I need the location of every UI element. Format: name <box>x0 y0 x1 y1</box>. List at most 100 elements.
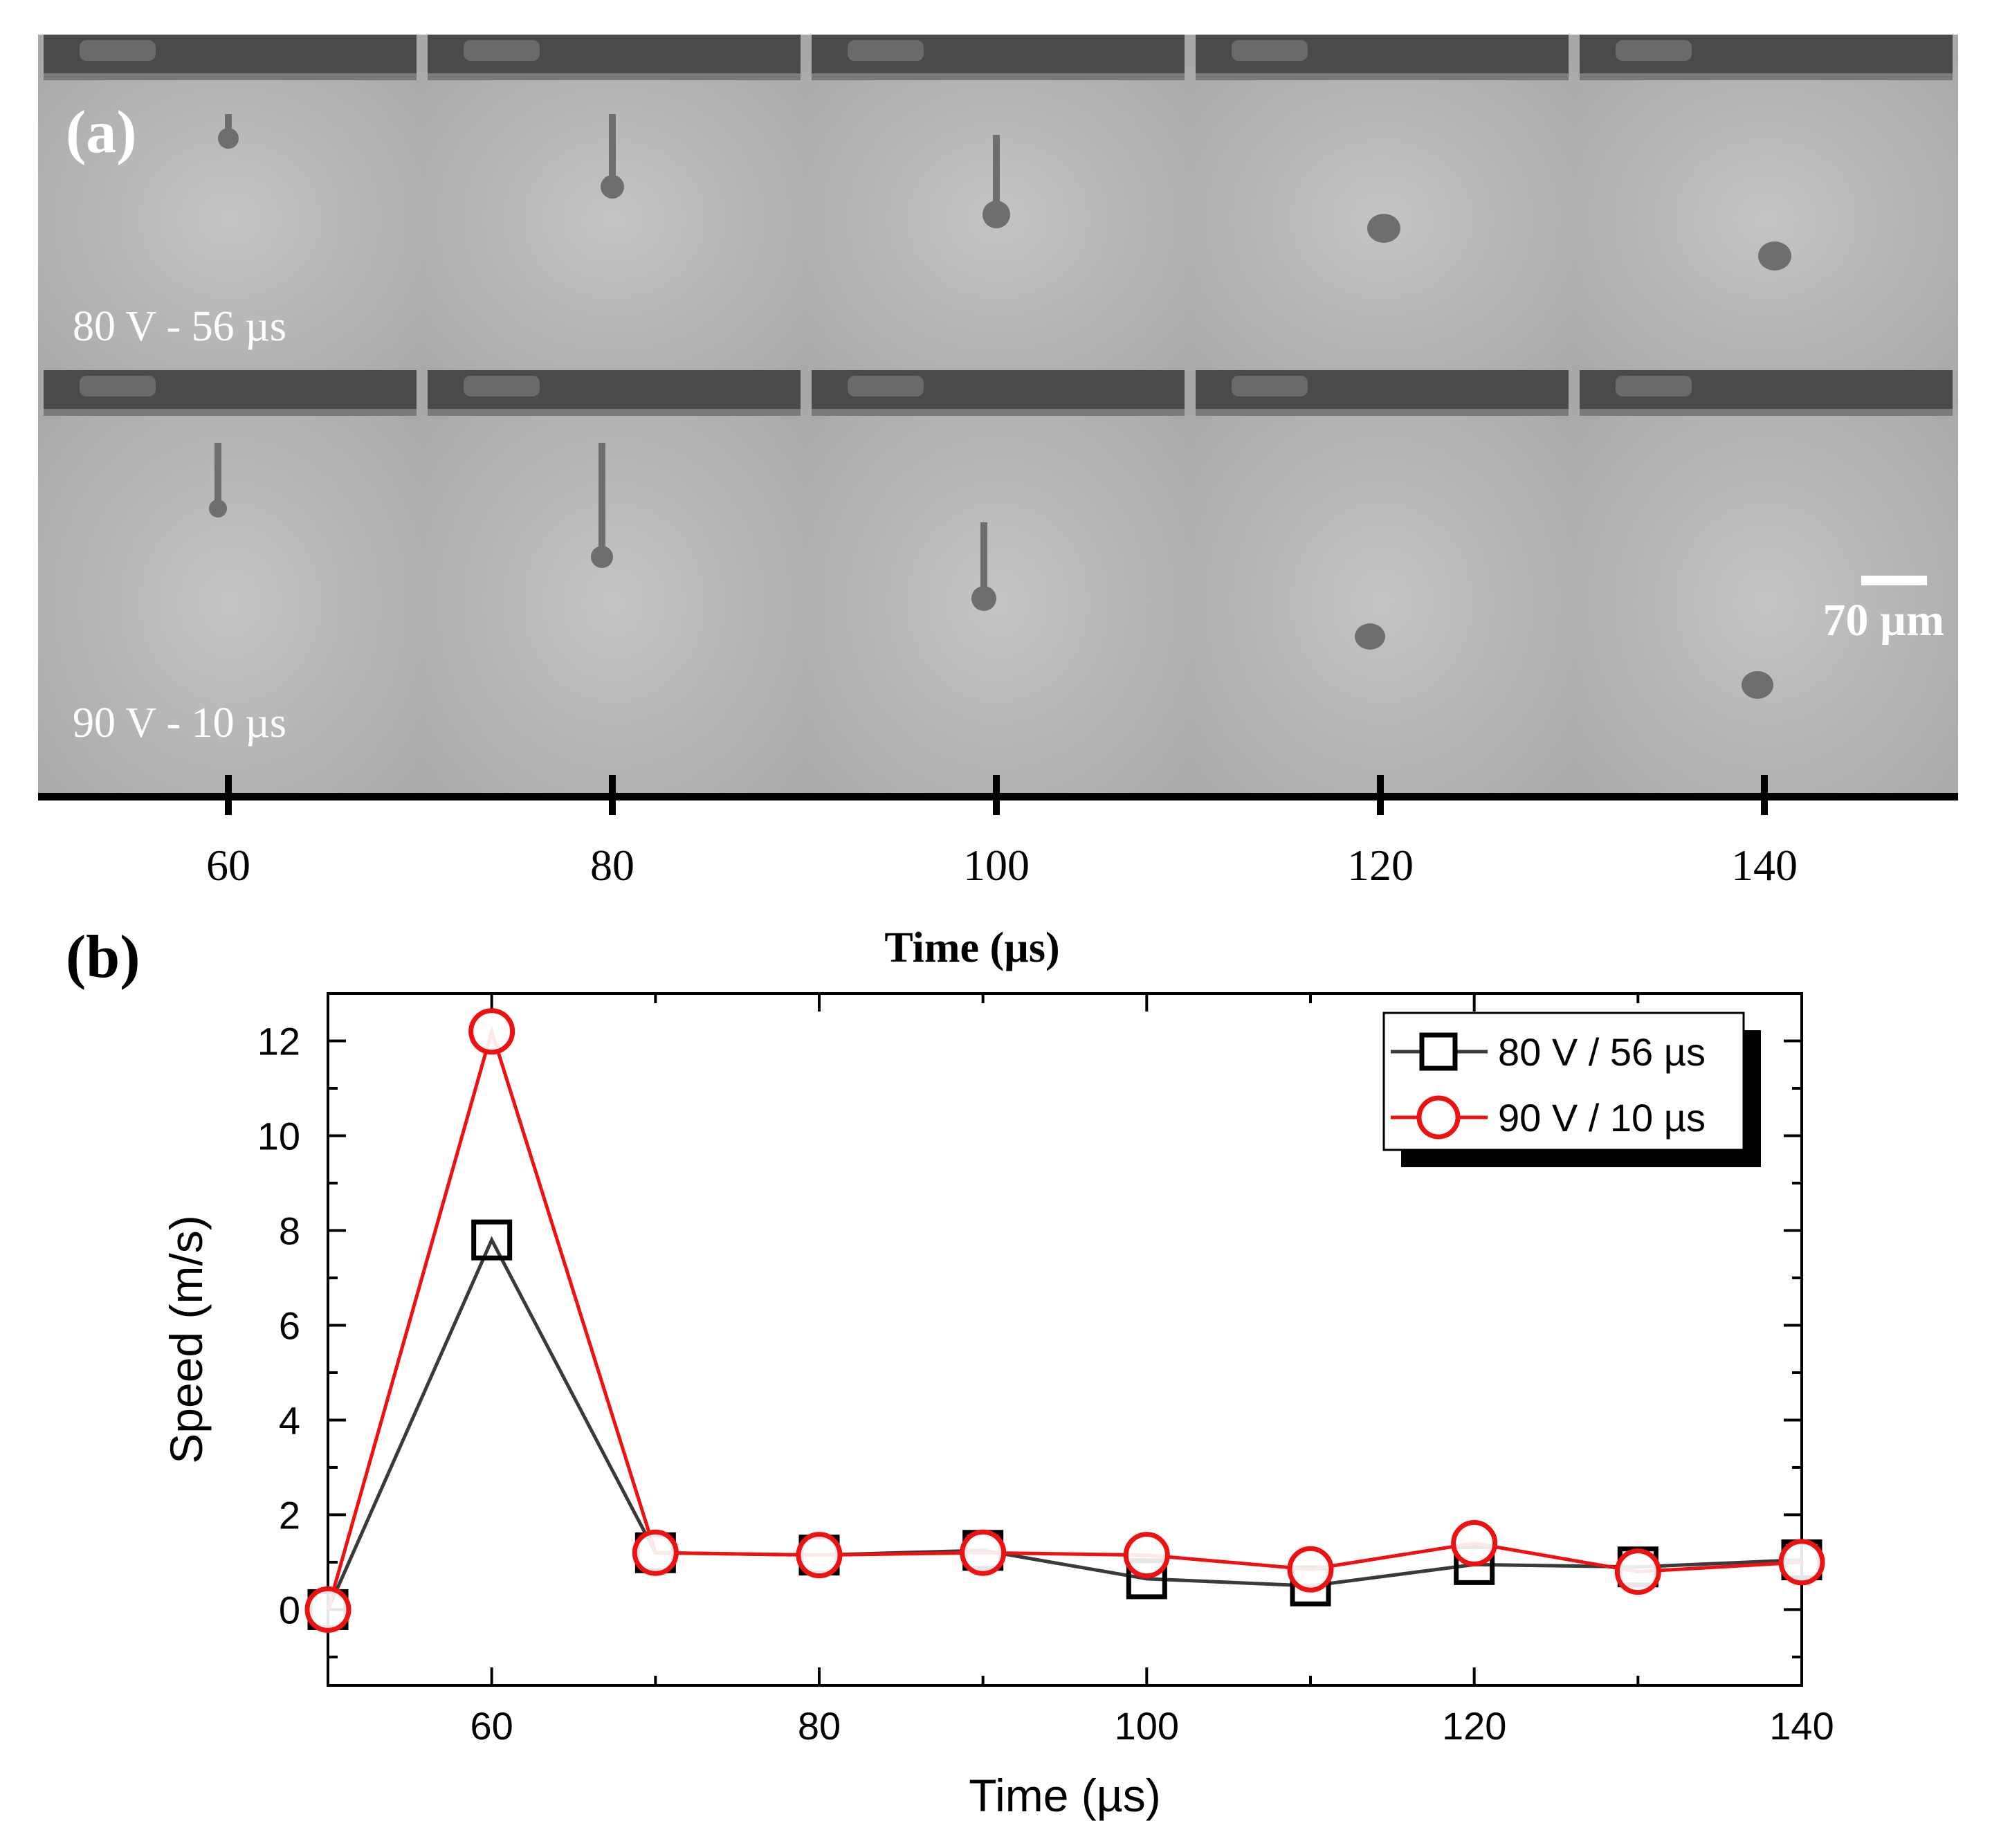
x-tick-label-60: 60 <box>470 1704 513 1748</box>
panel-a-label: (a) <box>66 99 137 166</box>
droplet <box>1367 214 1400 243</box>
row-label-90v: 90 V - 10 µs <box>73 699 286 747</box>
legend: 80 V / 56 µs 90 V / 10 µs <box>1382 1012 1761 1167</box>
droplet-ligament <box>225 114 232 138</box>
nozzle-edge <box>812 73 1185 80</box>
frame-background <box>1574 35 1958 370</box>
point-circle-120 <box>1451 1520 1498 1567</box>
nozzle-highlight <box>80 40 156 61</box>
point-circle-80 <box>796 1532 843 1579</box>
droplet <box>1742 671 1773 699</box>
frame-80-row-2 <box>422 370 806 793</box>
nozzle-highlight <box>1616 376 1692 396</box>
droplet <box>1355 623 1385 650</box>
nozzle-edge <box>44 409 417 416</box>
droplet-head <box>601 175 624 199</box>
row-label-80v: 80 V - 56 µs <box>73 303 286 350</box>
panel-a-tick-label-80: 80 <box>590 841 634 890</box>
droplet-ligament <box>598 443 605 557</box>
point-circle-110 <box>1287 1546 1334 1593</box>
frame-background <box>38 35 422 370</box>
droplet-head <box>218 128 239 149</box>
nozzle-highlight <box>1232 40 1308 61</box>
scale-bar-label: 70 µm <box>1822 595 1944 646</box>
nozzle-edge <box>1580 73 1953 80</box>
panel-a-image-strip: (a) 80 V - 56 µs 90 V - 10 µs 70 µm 60 80… <box>38 35 1958 971</box>
y-tick-label-6: 6 <box>279 1303 300 1347</box>
droplet-ligament <box>980 522 987 598</box>
frame-120-row-1 <box>1190 35 1574 370</box>
y-tick-label-8: 8 <box>279 1209 300 1252</box>
frame-120-row-2 <box>1190 370 1574 793</box>
panel-a-axis-title: Time (µs) <box>884 924 1059 971</box>
nozzle-highlight <box>1232 376 1308 396</box>
y-tick-label-4: 4 <box>279 1398 300 1442</box>
droplet-head <box>983 201 1010 228</box>
nozzle-highlight <box>464 376 540 396</box>
frame-background <box>1190 370 1574 793</box>
y-tick-label-10: 10 <box>257 1114 300 1158</box>
legend-square-marker <box>1419 1032 1458 1071</box>
frame-100-row-1 <box>806 35 1190 370</box>
nozzle-highlight <box>80 376 156 396</box>
series-2 <box>304 1008 1825 1633</box>
panel-a-tick-120 <box>1377 775 1384 815</box>
point-circle-60 <box>468 1008 515 1055</box>
legend-item-2: 90 V / 10 µs <box>1391 1095 1706 1140</box>
point-circle-100 <box>1123 1532 1170 1579</box>
point-circle-130 <box>1614 1548 1661 1595</box>
panel-a-tick-label-60: 60 <box>206 841 250 890</box>
nozzle-edge <box>428 73 801 80</box>
x-tick-label-120: 120 <box>1442 1704 1506 1748</box>
frame-60-row-2 <box>38 370 422 793</box>
frame-100-row-2 <box>806 370 1190 793</box>
frame-background <box>38 370 422 793</box>
panel-b-label: (b) <box>66 924 140 991</box>
point-circle-70 <box>632 1529 679 1576</box>
x-axis-title: Time (µs) <box>969 1770 1161 1821</box>
nozzle-highlight <box>848 376 924 396</box>
panel-a-tick-100 <box>993 775 1000 815</box>
point-circle-90 <box>960 1529 1007 1576</box>
panel-a-tick-80 <box>609 775 616 815</box>
x-tick-label-140: 140 <box>1769 1704 1834 1748</box>
series-line-1 <box>326 1236 1802 1611</box>
nozzle-edge <box>44 73 417 80</box>
droplet-ligament <box>609 114 616 187</box>
nozzle-edge <box>1196 409 1569 416</box>
frame-background <box>422 35 806 370</box>
droplet-head <box>591 546 613 568</box>
x-tick-label-100: 100 <box>1115 1704 1179 1748</box>
legend-label-2: 90 V / 10 µs <box>1498 1096 1706 1140</box>
frame-60-row-1 <box>38 35 422 370</box>
frame-background <box>1190 35 1574 370</box>
scale-bar <box>1861 576 1927 585</box>
speed-chart: 60 80 100 120 140 0 2 4 6 8 10 12 Time (µs) Speed (… <box>161 992 1834 1821</box>
panel-a-tick-60 <box>225 775 232 815</box>
series-line-2 <box>326 1025 1802 1611</box>
frame-background <box>806 370 1190 793</box>
nozzle-edge <box>1580 409 1953 416</box>
frame-140-row-1 <box>1574 35 1958 370</box>
y-axis-title: Speed (m/s) <box>161 1215 212 1463</box>
legend-item-1: 80 V / 56 µs <box>1391 1030 1706 1074</box>
droplet-ligament <box>993 135 1000 214</box>
y-tick-label-0: 0 <box>279 1588 300 1631</box>
frame-80-row-1 <box>422 35 806 370</box>
y-tick-label-12: 12 <box>257 1019 300 1063</box>
panel-a-tick-label-140: 140 <box>1731 841 1798 890</box>
panel-a-tick-140 <box>1761 775 1768 815</box>
nozzle-highlight <box>848 40 924 61</box>
nozzle-edge <box>1196 73 1569 80</box>
droplet-ligament <box>214 443 221 509</box>
panel-a-tick-label-100: 100 <box>963 841 1030 890</box>
panel-a-tick-label-120: 120 <box>1347 841 1414 890</box>
legend-circle-marker <box>1416 1095 1461 1140</box>
droplet <box>1758 241 1791 271</box>
point-circle-140 <box>1778 1539 1825 1586</box>
nozzle-highlight <box>464 40 540 61</box>
y-tick-label-2: 2 <box>279 1493 300 1537</box>
droplet-head <box>209 500 227 518</box>
nozzle-edge <box>428 409 801 416</box>
